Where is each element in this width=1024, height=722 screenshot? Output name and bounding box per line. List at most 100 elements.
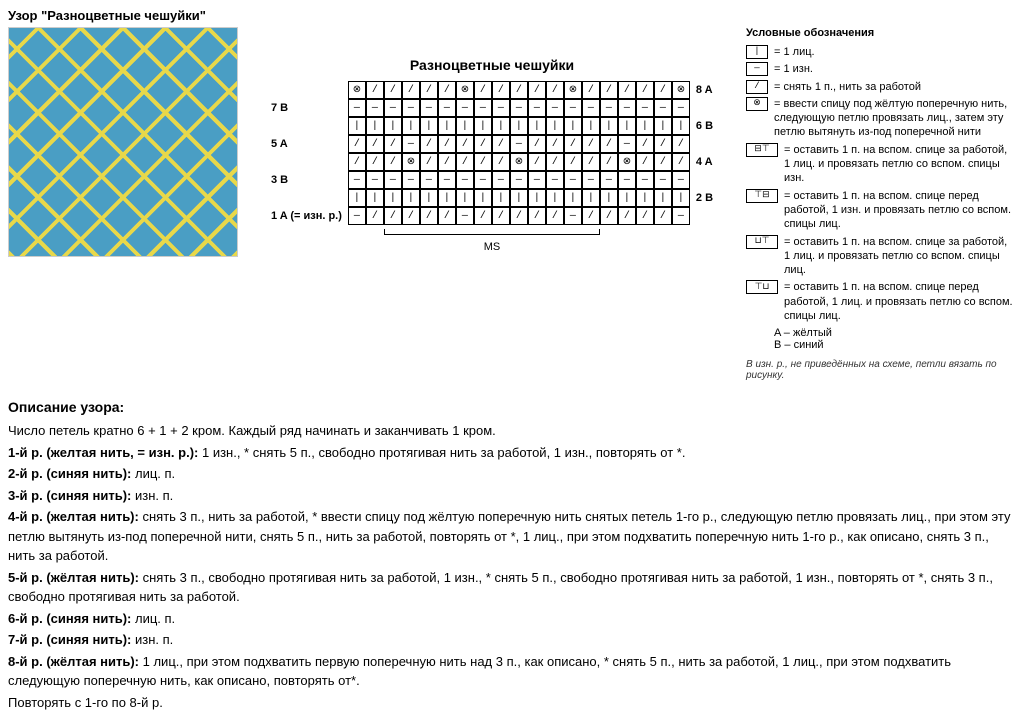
chart-cell: / <box>564 135 582 153</box>
chart-cell: — <box>492 171 510 189</box>
chart-cell: | <box>438 189 456 207</box>
row-label-right <box>696 207 713 225</box>
desc-line: 4-й р. (желтая нить): снять 3 п., нить з… <box>8 507 1016 566</box>
chart-cell: / <box>510 207 528 225</box>
chart-cell: / <box>510 81 528 99</box>
chart-cell: / <box>672 153 690 171</box>
chart-cell: | <box>402 189 420 207</box>
chart-cell: / <box>546 207 564 225</box>
chart-cell: / <box>636 153 654 171</box>
chart-cell: / <box>438 135 456 153</box>
chart-cell: | <box>636 189 654 207</box>
chart-cell: | <box>546 189 564 207</box>
chart-cell: — <box>456 99 474 117</box>
chart-cell: | <box>672 117 690 135</box>
chart-cell: | <box>420 189 438 207</box>
chart-wrap: 7 B5 A3 B1 A (= изн. р.) ⊗/////⊗/////⊗//… <box>248 81 736 225</box>
chart-cell: ⊗ <box>456 81 474 99</box>
chart-cell: — <box>510 171 528 189</box>
chart-cell: — <box>492 99 510 117</box>
row-label-left <box>271 117 342 135</box>
legend-text: = 1 изн. <box>774 62 1016 76</box>
chart-cell: / <box>420 207 438 225</box>
legend-text: = оставить 1 п. на вспом. спице перед ра… <box>784 280 1016 323</box>
row-label-left: 3 B <box>271 171 342 189</box>
chart-cell: / <box>402 81 420 99</box>
legend-item: —= 1 изн. <box>746 62 1016 76</box>
desc-line: 1-й р. (желтая нить, = изн. р.): 1 изн.,… <box>8 443 1016 463</box>
chart-cell: — <box>654 171 672 189</box>
chart-cell: / <box>582 135 600 153</box>
desc-line: Число петель кратно 6 + 1 + 2 кром. Кажд… <box>8 421 1016 441</box>
chart-cell: | <box>348 117 366 135</box>
chart-cell: / <box>474 135 492 153</box>
chart-cell: — <box>384 171 402 189</box>
chart-cell: / <box>384 153 402 171</box>
chart-cell: / <box>636 135 654 153</box>
chart-row: ⊗/////⊗/////⊗/////⊗ <box>348 81 690 99</box>
chart-cell: — <box>672 99 690 117</box>
chart-cell: / <box>564 153 582 171</box>
chart-cell: — <box>438 171 456 189</box>
chart-cell: — <box>564 171 582 189</box>
chart-cell: / <box>474 207 492 225</box>
desc-line: 5-й р. (жёлтая нить): снять 3 п., свобод… <box>8 568 1016 607</box>
legend-color-b: B – синий <box>774 339 1016 351</box>
chart-cell: / <box>438 207 456 225</box>
chart-cell: — <box>420 171 438 189</box>
legend-symbol: ⊟⊤ <box>746 143 778 157</box>
chart-cell: / <box>582 207 600 225</box>
desc-line: Повторять с 1-го по 8-й р. <box>8 693 1016 713</box>
chart-cell: | <box>348 189 366 207</box>
legend-text: = 1 лиц. <box>774 45 1016 59</box>
legend-text: = снять 1 п., нить за работой <box>774 80 1016 94</box>
chart-cell: | <box>600 117 618 135</box>
desc-line: 2-й р. (синяя нить): лиц. п. <box>8 464 1016 484</box>
legend-items: |= 1 лиц.—= 1 изн./= снять 1 п., нить за… <box>746 45 1016 323</box>
chart-cell: / <box>420 153 438 171</box>
legend-text: = оставить 1 п. на вспом. спице перед ра… <box>784 189 1016 232</box>
chart-cell: | <box>402 117 420 135</box>
chart-cell: / <box>384 81 402 99</box>
page-title: Узор "Разноцветные чешуйки" <box>8 8 1016 23</box>
chart-cell: | <box>654 189 672 207</box>
legend-text: = ввести спицу под жёлтую поперечную нит… <box>774 97 1016 140</box>
chart-row: —/////—/////—/////— <box>348 207 690 225</box>
row-label-right <box>696 171 713 189</box>
chart-row: ///—/////—/////—/// <box>348 135 690 153</box>
chart-cell: / <box>600 207 618 225</box>
legend-item: ⊔⊤= оставить 1 п. на вспом. спице за раб… <box>746 235 1016 278</box>
chart-cell: — <box>582 171 600 189</box>
legend-item: ⊗= ввести спицу под жёлтую поперечную ни… <box>746 97 1016 140</box>
desc-line: 3-й р. (синяя нить): изн. п. <box>8 486 1016 506</box>
chart-cell: / <box>366 135 384 153</box>
chart-cell: / <box>456 135 474 153</box>
chart-cell: / <box>366 153 384 171</box>
chart-cell: | <box>456 189 474 207</box>
chart-cell: | <box>618 189 636 207</box>
chart-cell: | <box>528 189 546 207</box>
chart-cell: | <box>420 117 438 135</box>
chart-cell: — <box>456 207 474 225</box>
chart-cell: / <box>492 153 510 171</box>
chart-cell: — <box>636 171 654 189</box>
chart-cell: — <box>618 135 636 153</box>
chart-cell: / <box>438 153 456 171</box>
chart-cell: — <box>420 99 438 117</box>
chart-cell: | <box>600 189 618 207</box>
chart-cell: — <box>618 171 636 189</box>
chart-cell: / <box>402 207 420 225</box>
chart-cell: / <box>546 81 564 99</box>
chart-cell: — <box>366 171 384 189</box>
legend-item: /= снять 1 п., нить за работой <box>746 80 1016 94</box>
chart-cell: / <box>600 135 618 153</box>
row-label-left: 7 B <box>271 99 342 117</box>
chart-cell: / <box>384 207 402 225</box>
chart-cell: / <box>528 135 546 153</box>
chart-cell: — <box>438 99 456 117</box>
chart-row: ///⊗/////⊗/////⊗/// <box>348 153 690 171</box>
row-label-right: 8 A <box>696 81 713 99</box>
chart-row: ——————————————————— <box>348 171 690 189</box>
chart-cell: / <box>546 135 564 153</box>
legend-item: ⊟⊤= оставить 1 п. на вспом. спице за раб… <box>746 143 1016 186</box>
